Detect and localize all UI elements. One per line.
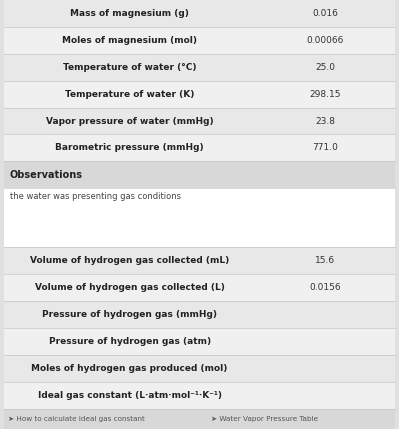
Text: Volume of hydrogen gas collected (L): Volume of hydrogen gas collected (L)	[35, 283, 225, 292]
Text: ➤ How to calculate ideal gas constant: ➤ How to calculate ideal gas constant	[8, 416, 145, 422]
Text: Observations: Observations	[10, 170, 83, 180]
Text: Moles of hydrogen gas produced (mol): Moles of hydrogen gas produced (mol)	[32, 364, 228, 373]
Bar	[4, 274, 395, 301]
Bar	[4, 409, 395, 429]
Text: Mass of magnesium (g): Mass of magnesium (g)	[70, 9, 189, 18]
Text: 0.00066: 0.00066	[306, 36, 344, 45]
Text: Moles of magnesium (mol): Moles of magnesium (mol)	[62, 36, 197, 45]
Text: 23.8: 23.8	[315, 117, 335, 126]
Text: Temperature of water (°C): Temperature of water (°C)	[63, 63, 196, 72]
Bar	[4, 328, 395, 355]
Bar	[4, 81, 395, 108]
Bar	[4, 248, 395, 274]
Bar	[4, 108, 395, 134]
Text: Temperature of water (K): Temperature of water (K)	[65, 90, 194, 99]
Text: 25.0: 25.0	[315, 63, 335, 72]
Bar	[4, 0, 395, 27]
Text: Volume of hydrogen gas collected (mL): Volume of hydrogen gas collected (mL)	[30, 257, 229, 266]
Bar	[4, 54, 395, 81]
Bar	[4, 382, 395, 409]
Bar	[4, 355, 395, 382]
Text: Barometric pressure (mmHg): Barometric pressure (mmHg)	[55, 143, 204, 152]
Text: ➤ Water Vapor Pressure Table: ➤ Water Vapor Pressure Table	[211, 416, 318, 422]
Text: 0.016: 0.016	[312, 9, 338, 18]
Bar	[4, 301, 395, 328]
Bar	[4, 188, 395, 248]
Text: 771.0: 771.0	[312, 143, 338, 152]
Text: 15.6: 15.6	[315, 257, 335, 266]
Text: 0.0156: 0.0156	[309, 283, 341, 292]
Text: Vapor pressure of water (mmHg): Vapor pressure of water (mmHg)	[46, 117, 213, 126]
Bar	[4, 161, 395, 188]
Text: Pressure of hydrogen gas (mmHg): Pressure of hydrogen gas (mmHg)	[42, 310, 217, 319]
Text: 298.15: 298.15	[310, 90, 341, 99]
Bar	[4, 27, 395, 54]
Text: Pressure of hydrogen gas (atm): Pressure of hydrogen gas (atm)	[49, 337, 211, 346]
Text: the water was presenting gas conditions: the water was presenting gas conditions	[10, 192, 181, 201]
Text: Ideal gas constant (L·atm·mol⁻¹·K⁻¹): Ideal gas constant (L·atm·mol⁻¹·K⁻¹)	[38, 391, 222, 400]
Bar	[4, 134, 395, 161]
